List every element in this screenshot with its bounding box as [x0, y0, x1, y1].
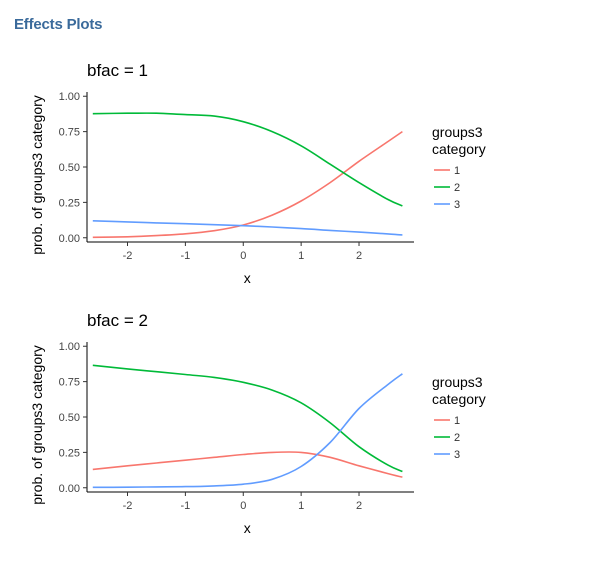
y-tick-label: 1.00 — [59, 341, 80, 353]
y-tick-label: 0.25 — [59, 447, 80, 459]
series-line-category-3 — [92, 220, 403, 236]
x-tick-label: 1 — [298, 250, 304, 262]
x-tick-label: 2 — [356, 250, 362, 262]
page-title: Effects Plots — [14, 16, 103, 33]
legend-label-category-2: 2 — [454, 182, 460, 194]
y-tick-label: 1.00 — [59, 91, 80, 103]
legend-label-category-3: 3 — [454, 199, 460, 211]
y-tick-label: 0.50 — [59, 162, 80, 174]
x-tick-label: 1 — [298, 500, 304, 512]
y-tick-label: 0.75 — [59, 127, 80, 139]
series-line-category-2 — [92, 112, 403, 207]
legend-title-line1: groups3 — [432, 124, 483, 140]
x-axis-label: x — [244, 520, 251, 536]
x-tick-label: -1 — [180, 250, 190, 262]
panel-title: bfac = 1 — [87, 61, 148, 80]
legend-title-line1: groups3 — [432, 374, 483, 390]
x-tick-label: -1 — [180, 500, 190, 512]
y-axis-label: prob. of groups3 category — [29, 345, 45, 505]
series-line-category-3 — [92, 373, 403, 489]
x-tick-label: 2 — [356, 500, 362, 512]
series-line-category-2 — [92, 364, 403, 473]
series-line-category-1 — [92, 130, 403, 239]
y-tick-label: 0.75 — [59, 377, 80, 389]
legend-title-line2: category — [432, 391, 486, 407]
y-tick-label: 0.25 — [59, 197, 80, 209]
legend-title-line2: category — [432, 141, 486, 157]
x-tick-label: 0 — [240, 500, 246, 512]
x-tick-label: -2 — [123, 250, 133, 262]
legend-label-category-1: 1 — [454, 165, 460, 177]
x-tick-label: -2 — [123, 500, 133, 512]
series-line-category-1 — [92, 451, 403, 478]
x-axis-label: x — [244, 270, 251, 286]
x-tick-label: 0 — [240, 250, 246, 262]
legend-label-category-3: 3 — [454, 449, 460, 461]
panel-title: bfac = 2 — [87, 311, 148, 330]
y-tick-label: 0.00 — [59, 483, 80, 495]
legend-label-category-1: 1 — [454, 415, 460, 427]
y-axis-label: prob. of groups3 category — [29, 95, 45, 255]
y-tick-label: 0.00 — [59, 233, 80, 245]
y-tick-label: 0.50 — [59, 412, 80, 424]
legend-label-category-2: 2 — [454, 432, 460, 444]
